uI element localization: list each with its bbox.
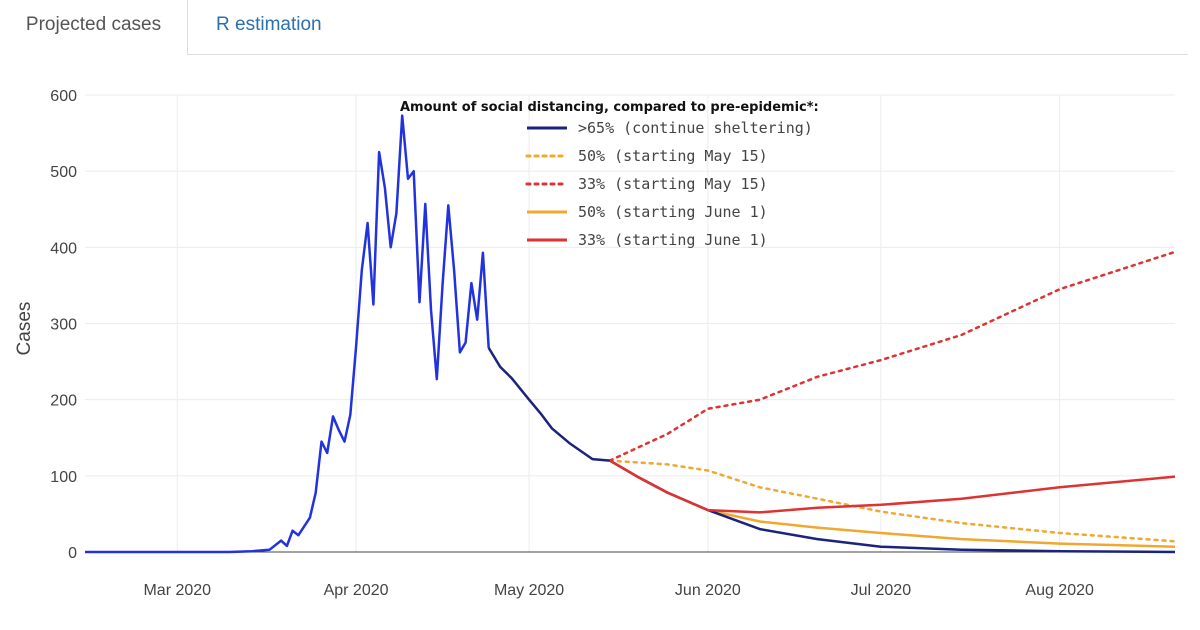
y-tick-label: 400 xyxy=(50,240,77,257)
series-line-33-june1 xyxy=(609,459,1176,514)
x-tick-label: May 2020 xyxy=(494,582,564,599)
y-tick-label: 300 xyxy=(50,317,77,334)
x-tick-label: Apr 2020 xyxy=(324,582,389,599)
legend-entry-label: 33% (starting June 1) xyxy=(578,231,768,249)
legend: Amount of social distancing, compared to… xyxy=(400,100,819,249)
y-axis-label: Cases xyxy=(14,302,35,356)
legend-entry-label: >65% (continue sheltering) xyxy=(578,119,813,137)
series-line-50-may15 xyxy=(608,459,1177,543)
x-tick-label: Aug 2020 xyxy=(1025,582,1094,599)
legend-entry-label: 50% (starting June 1) xyxy=(578,203,768,221)
tab-bar: Projected cases R estimation xyxy=(0,0,1188,55)
y-tick-label: 500 xyxy=(50,164,77,181)
series-line-33-may15 xyxy=(608,250,1177,462)
tab-projected-cases[interactable]: Projected cases xyxy=(0,0,188,55)
y-tick-label: 600 xyxy=(50,88,77,105)
observed-cases-line xyxy=(85,114,490,554)
y-tick-label: 200 xyxy=(50,393,77,410)
tab-r-estimation[interactable]: R estimation xyxy=(216,14,322,35)
grid-lines xyxy=(85,94,1175,552)
y-tick-label: 0 xyxy=(68,545,77,562)
x-tick-label: Mar 2020 xyxy=(143,582,211,599)
series-line-continue-sheltering xyxy=(487,347,1176,554)
axes: 0 100 200 300 400 500 600 Mar 2020 Apr 2020 May 2… xyxy=(50,88,1175,599)
legend-title: Amount of social distancing, compared to… xyxy=(400,100,819,115)
legend-entry-label: 33% (starting May 15) xyxy=(578,175,768,193)
legend-entry-label: 50% (starting May 15) xyxy=(578,147,768,165)
series-lines xyxy=(85,114,1177,554)
x-tick-label: Jul 2020 xyxy=(851,582,912,599)
y-tick-label: 100 xyxy=(50,469,77,486)
x-tick-label: Jun 2020 xyxy=(675,582,741,599)
